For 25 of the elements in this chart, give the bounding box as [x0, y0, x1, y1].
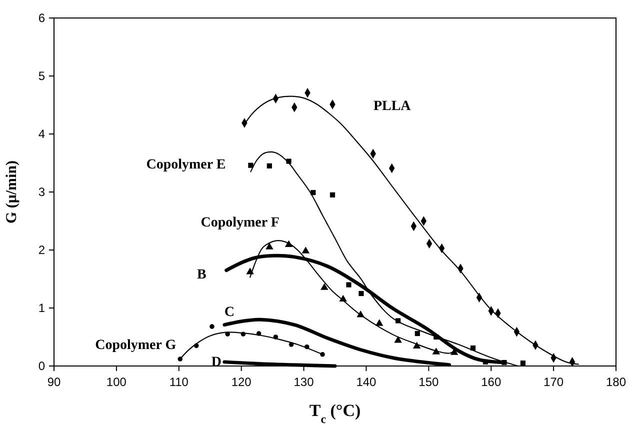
x-tick-label: 180 [606, 375, 626, 389]
y-tick-label: 6 [38, 11, 46, 25]
y-tick-label: 4 [38, 127, 46, 141]
y-tick-label: 2 [38, 243, 46, 257]
y-tick-label: 5 [38, 69, 46, 83]
y-axis-title: G (μ/min) [4, 160, 20, 224]
series-label: C [224, 304, 235, 320]
x-axis-title: T$_{c}$ (°C) [309, 401, 361, 426]
text: PLLA [373, 99, 412, 114]
x-tick-label: 160 [481, 375, 502, 389]
y-tick-label: 0 [38, 359, 46, 373]
series-label: B [197, 267, 206, 282]
y-tick-label: 1 [38, 301, 46, 315]
x-tick-label: 100 [106, 375, 127, 389]
x-tick-label: 90 [47, 375, 61, 389]
x-tick-label: 140 [356, 375, 377, 389]
x-tick-label: 150 [418, 375, 439, 389]
series-label: Copolymer F [200, 215, 280, 230]
x-tick-label: 130 [294, 375, 314, 389]
y-tick-label: 3 [38, 185, 46, 199]
series-label: Copolymer G [95, 338, 176, 354]
series-label: Copolymer E [146, 158, 226, 173]
x-tick-label: 170 [544, 375, 564, 389]
x-tick-label: 110 [169, 375, 189, 389]
x-tick-label: 120 [231, 375, 252, 389]
